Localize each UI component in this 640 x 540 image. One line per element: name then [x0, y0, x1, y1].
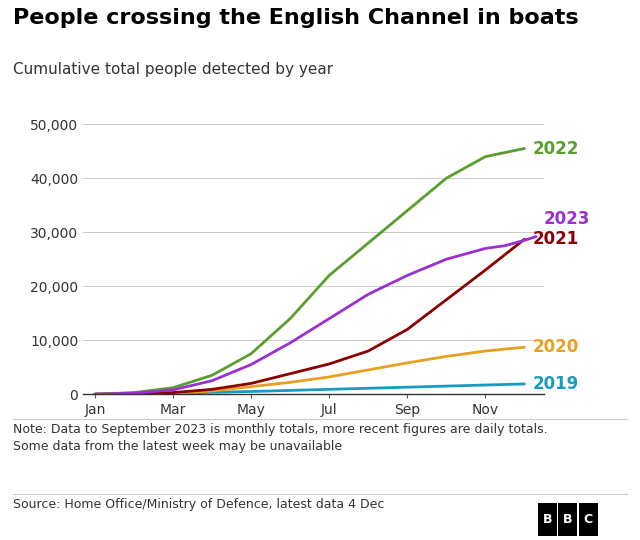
- Text: 2023: 2023: [544, 210, 590, 228]
- Text: Note: Data to September 2023 is monthly totals, more recent figures are daily to: Note: Data to September 2023 is monthly …: [13, 423, 547, 453]
- Text: C: C: [584, 513, 593, 526]
- Text: 2022: 2022: [532, 139, 579, 158]
- Text: 2020: 2020: [532, 338, 579, 356]
- Text: People crossing the English Channel in boats: People crossing the English Channel in b…: [13, 8, 579, 28]
- Text: B: B: [563, 513, 572, 526]
- Text: Cumulative total people detected by year: Cumulative total people detected by year: [13, 62, 333, 77]
- Text: Source: Home Office/Ministry of Defence, latest data 4 Dec: Source: Home Office/Ministry of Defence,…: [13, 498, 384, 511]
- Text: B: B: [543, 513, 552, 526]
- Text: 2019: 2019: [532, 375, 579, 393]
- Text: 2021: 2021: [532, 230, 579, 248]
